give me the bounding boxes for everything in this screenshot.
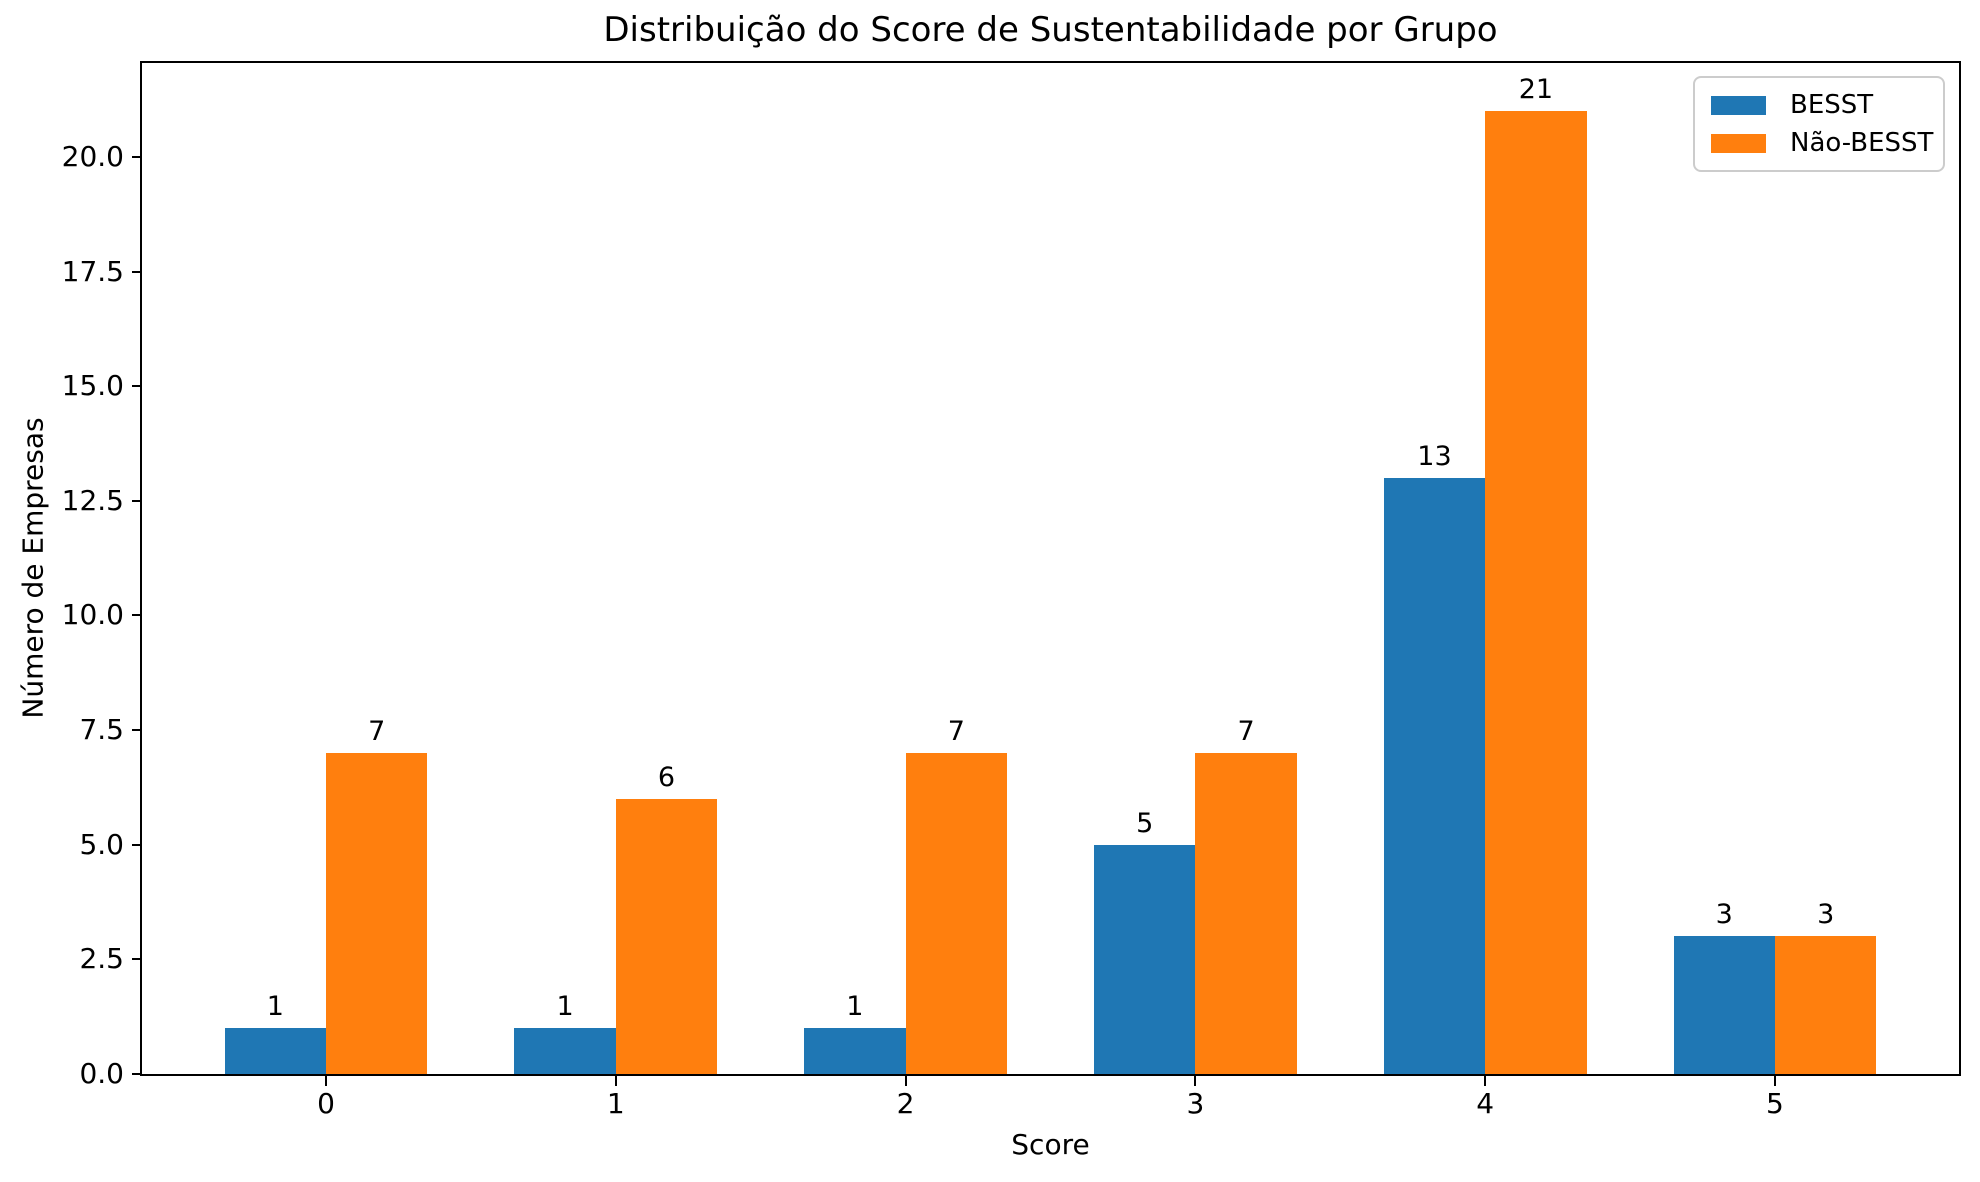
bar-value-label: 7: [1237, 716, 1255, 748]
bar-BESST-1: [514, 1028, 616, 1074]
bar-Não-BESST-0: [326, 753, 428, 1074]
bar-value-label: 5: [1136, 807, 1154, 839]
bar-BESST-0: [224, 1028, 326, 1074]
y-tick-label: 17.5: [61, 254, 124, 288]
chart-title: Distribuição do Score de Sustentabilidad…: [603, 10, 1498, 50]
x-tick: [1773, 1076, 1776, 1086]
y-tick-label: 7.5: [79, 713, 124, 747]
bar-value-label: 7: [368, 716, 386, 748]
legend-row: BESST: [1711, 86, 1927, 124]
bar-value-label: 13: [1417, 440, 1452, 472]
bar-BESST-3: [1093, 844, 1196, 1074]
y-tick-label: 5.0: [79, 827, 124, 861]
y-tick-label: 12.5: [61, 483, 124, 517]
bar-Não-BESST-1: [615, 798, 718, 1074]
bar-value-label: 6: [657, 761, 676, 793]
bar-value-label: 21: [1518, 74, 1554, 106]
x-tick: [904, 1076, 907, 1086]
y-tick: [132, 843, 140, 846]
x-tick: [1194, 1076, 1197, 1086]
x-tick-label: 2: [896, 1087, 915, 1120]
bar-Não-BESST-5: [1774, 936, 1877, 1074]
x-axis-label: Score: [1011, 1128, 1090, 1161]
x-tick: [614, 1076, 617, 1086]
legend-row: Não-BESST: [1711, 124, 1933, 162]
bar-BESST-4: [1383, 477, 1486, 1074]
y-tick-label: 10.0: [61, 598, 124, 632]
bar-value-label: 1: [846, 991, 864, 1023]
y-tick-label: 0.0: [79, 1057, 124, 1090]
bar-Não-BESST-3: [1195, 753, 1297, 1074]
y-axis-label: Número de Empresas: [16, 417, 50, 719]
bar-value-label: 1: [266, 991, 284, 1023]
y-tick-label: 15.0: [61, 369, 124, 403]
y-tick: [132, 614, 140, 617]
legend-label: BESST: [1790, 90, 1874, 120]
bar-value-label: 7: [947, 716, 965, 748]
x-tick: [325, 1076, 328, 1086]
y-tick-label: 2.5: [79, 942, 124, 976]
bar-Não-BESST-2: [905, 753, 1008, 1074]
legend-swatch-icon: [1711, 133, 1766, 153]
bar-value-label: 1: [556, 991, 574, 1023]
legend-label: Não-BESST: [1790, 128, 1934, 158]
y-tick: [132, 270, 140, 273]
legend: BESST Não-BESST: [1693, 76, 1945, 172]
y-tick: [132, 499, 140, 502]
y-tick: [132, 958, 140, 961]
x-tick-label: 0: [317, 1087, 335, 1120]
x-tick-label: 3: [1186, 1087, 1205, 1120]
y-tick-label: 20.0: [61, 139, 124, 173]
x-tick-label: 1: [606, 1087, 625, 1120]
y-tick: [132, 729, 140, 732]
x-tick-label: 5: [1766, 1087, 1784, 1120]
plot-area: 0.0 2.5 5.0 7.5 10.0 12.5 15.0 17.5 20.0 0 1 2 3 4 5 1 1…: [62, 61, 1961, 1118]
bar-value-label: 3: [1715, 899, 1733, 931]
bar-value-label: 3: [1817, 899, 1835, 931]
legend-swatch-icon: [1711, 95, 1766, 115]
y-tick: [132, 1073, 140, 1075]
x-tick-label: 4: [1476, 1087, 1495, 1120]
bar-BESST-5: [1673, 936, 1775, 1074]
x-tick: [1484, 1076, 1487, 1086]
y-tick: [132, 385, 140, 388]
bar-Não-BESST-4: [1485, 111, 1587, 1074]
y-tick: [132, 155, 140, 158]
bar-BESST-2: [804, 1028, 906, 1074]
